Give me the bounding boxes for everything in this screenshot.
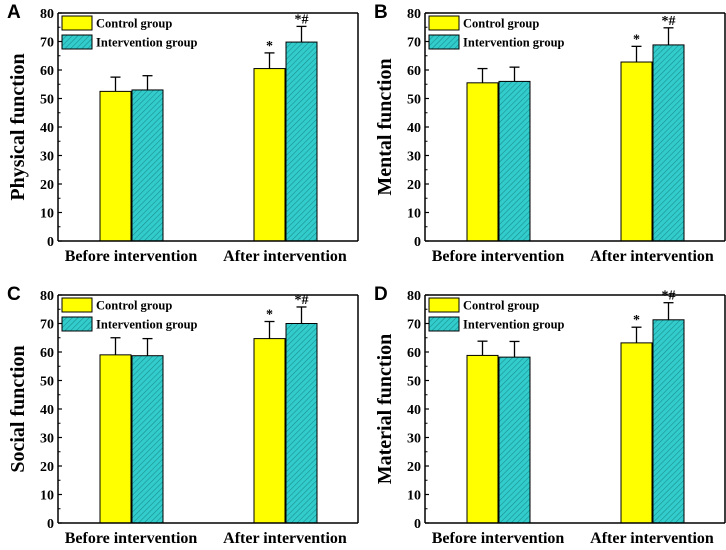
significance-label: *# [295, 12, 309, 27]
y-axis-title: Physical function [7, 53, 29, 200]
x-tick-label: After intervention [590, 248, 714, 265]
significance-label: *# [662, 289, 676, 304]
legend-label: Control group [463, 17, 539, 31]
panel-B: B Mental function * *# 0 10 20 30 40 50 60 70 80 Befo… [374, 2, 726, 265]
legend-swatch [428, 316, 460, 332]
legend-swatch [61, 297, 93, 313]
y-tick-label: 70 [407, 36, 421, 51]
y-tick-label: 20 [40, 178, 54, 193]
bar-intervention-after [652, 319, 685, 524]
bar-intervention-before [131, 89, 164, 242]
legend-label: Intervention group [96, 318, 198, 332]
panel-C: C Social function * *# 0 10 20 30 40 50 60 70 80 Befo… [7, 284, 359, 547]
legend-label: Control group [96, 299, 172, 313]
y-tick-label: 0 [47, 517, 54, 532]
y-tick-label: 80 [40, 7, 54, 22]
y-tick-label: 70 [40, 36, 54, 51]
x-tick-label: Before intervention [65, 530, 198, 547]
significance-label: * [633, 32, 640, 47]
significance-label: * [266, 308, 273, 323]
legend-swatch [61, 316, 93, 332]
panel-letter: B [374, 2, 388, 23]
y-tick-label: 0 [414, 517, 421, 532]
legend-label: Intervention group [96, 36, 198, 50]
legend-label: Intervention group [463, 36, 565, 50]
y-tick-label: 30 [407, 432, 421, 447]
x-tick-label: After intervention [590, 530, 714, 547]
y-tick-label: 80 [407, 289, 421, 304]
y-tick-label: 50 [40, 93, 54, 108]
bar-intervention-before [131, 355, 164, 524]
y-tick-label: 10 [407, 207, 421, 222]
bar-intervention-before [498, 356, 531, 524]
legend-label: Control group [96, 17, 172, 31]
bar-control-before [466, 82, 499, 242]
y-tick-label: 40 [407, 403, 421, 418]
panel-D: D Material function * *# 0 10 20 30 40 50 60 70 80 Be… [374, 284, 726, 547]
bar-control-after [620, 61, 653, 242]
panel-A: A Physical function * *# 0 10 20 30 40 50 60 70 80 Be… [7, 2, 359, 265]
legend-swatch [428, 297, 460, 313]
y-axis-title: Social function [7, 345, 29, 472]
panel-letter: A [7, 2, 21, 23]
bar-intervention-after [652, 44, 685, 242]
legend-swatch [61, 34, 93, 50]
y-tick-label: 80 [40, 289, 54, 304]
y-tick-label: 40 [40, 403, 54, 418]
panel-letter: D [374, 284, 388, 305]
legend-swatch [428, 15, 460, 31]
y-tick-label: 40 [40, 121, 54, 136]
y-tick-label: 50 [40, 375, 54, 390]
significance-label: * [633, 313, 640, 328]
x-tick-label: After intervention [223, 530, 347, 547]
bar-control-before [466, 354, 499, 524]
bar-control-after [620, 342, 653, 524]
y-tick-label: 40 [407, 121, 421, 136]
panel-letter: C [7, 284, 21, 305]
y-tick-label: 70 [407, 318, 421, 333]
y-tick-label: 60 [407, 346, 421, 361]
bar-control-after [253, 68, 286, 242]
y-tick-label: 30 [40, 432, 54, 447]
x-tick-label: After intervention [223, 248, 347, 265]
bar-control-before [99, 354, 132, 524]
y-tick-label: 50 [407, 375, 421, 390]
y-tick-label: 20 [407, 460, 421, 475]
x-tick-label: Before intervention [65, 248, 198, 265]
y-axis-title: Material function [374, 334, 396, 485]
bar-control-before [99, 90, 132, 242]
bar-intervention-after [285, 41, 318, 242]
legend-swatch [428, 34, 460, 50]
y-tick-label: 60 [40, 346, 54, 361]
y-tick-label: 0 [414, 235, 421, 250]
y-tick-label: 70 [40, 318, 54, 333]
y-tick-label: 80 [407, 7, 421, 22]
y-tick-label: 10 [40, 207, 54, 222]
bar-control-after [253, 338, 286, 524]
y-tick-label: 30 [407, 150, 421, 165]
significance-label: * [266, 39, 273, 54]
significance-label: *# [295, 293, 309, 308]
x-tick-label: Before intervention [432, 248, 565, 265]
y-tick-label: 30 [40, 150, 54, 165]
y-tick-label: 60 [40, 64, 54, 79]
bar-intervention-before [498, 80, 531, 242]
y-tick-label: 50 [407, 93, 421, 108]
y-tick-label: 20 [407, 178, 421, 193]
legend-swatch [61, 15, 93, 31]
x-tick-label: Before intervention [432, 530, 565, 547]
significance-label: *# [662, 14, 676, 29]
legend-label: Control group [463, 299, 539, 313]
y-tick-label: 20 [40, 460, 54, 475]
bar-intervention-after [285, 323, 318, 524]
y-tick-label: 10 [40, 489, 54, 504]
y-tick-label: 60 [407, 64, 421, 79]
y-axis-title: Mental function [374, 58, 396, 195]
y-tick-label: 10 [407, 489, 421, 504]
legend-label: Intervention group [463, 318, 565, 332]
y-tick-label: 0 [47, 235, 54, 250]
